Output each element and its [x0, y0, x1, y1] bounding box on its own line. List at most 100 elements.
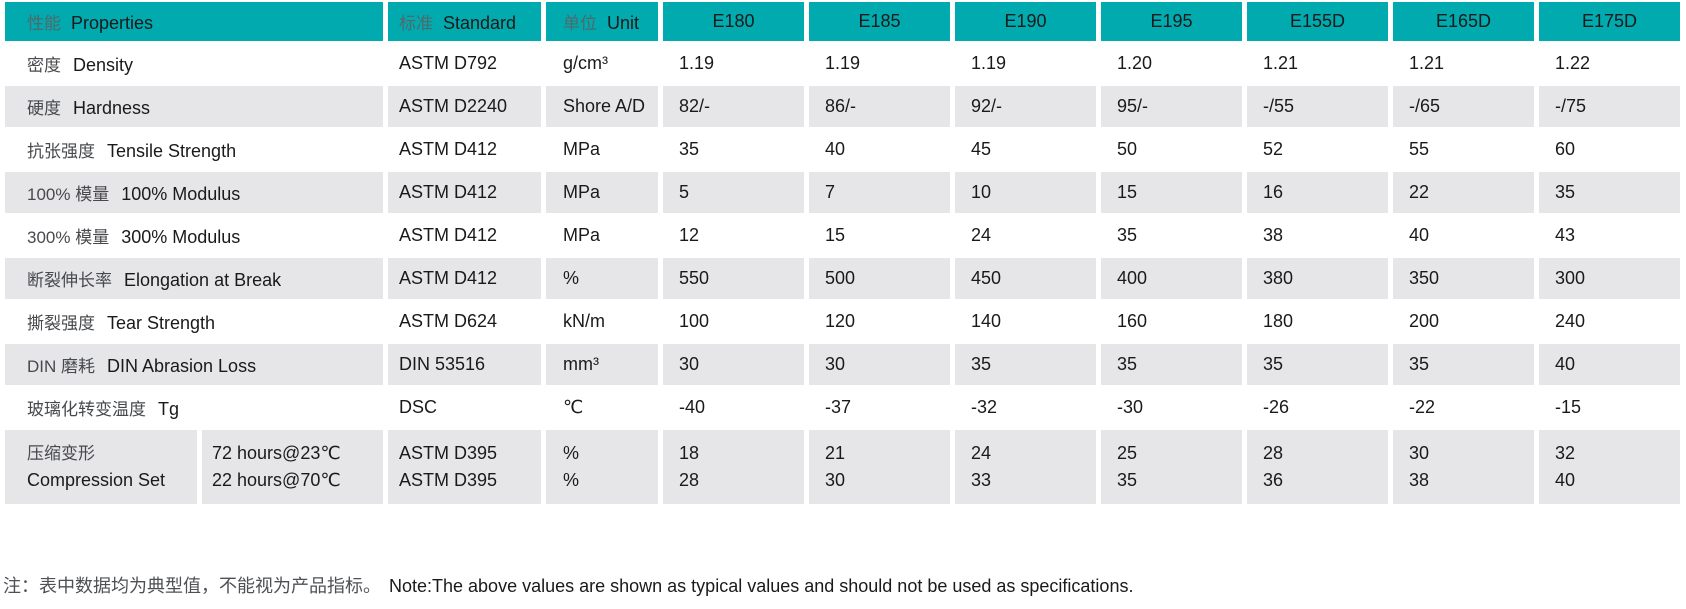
grade-header: E175D: [1539, 2, 1680, 41]
footnote: 注：表中数据均为典型值，不能视为产品指标。 Note:The above valu…: [3, 572, 1686, 598]
unit-line: %: [563, 443, 580, 463]
property-label-zh: DIN 磨耗: [27, 357, 95, 376]
unit-cell: kN/m: [546, 301, 658, 342]
compound-label-zh: 压缩变形: [27, 444, 95, 463]
value-cell: 40: [1539, 344, 1680, 385]
property-label-zh: 密度: [27, 56, 61, 75]
value-cell: 380: [1247, 258, 1388, 299]
value-line: 35: [1117, 470, 1138, 490]
properties-table: 性能 Properties 标准 Standard 单位 Unit E180 E185…: [5, 2, 1680, 504]
value-cell: 35: [1101, 215, 1242, 256]
value-cell: 35: [955, 344, 1096, 385]
value-line: 21: [825, 443, 846, 463]
value-line: 24: [971, 443, 992, 463]
standard-header-en: Standard: [443, 13, 517, 33]
value-cell: 5: [663, 172, 804, 213]
properties-header-cell: 性能 Properties: [5, 2, 383, 41]
value-cell: 18 28: [663, 430, 804, 504]
property-label-zh: 硬度: [27, 99, 61, 118]
table-row: 玻璃化转变温度 Tg DSC ℃ -40 -37 -32 -30 -26 -22 -15: [5, 387, 1680, 428]
value-cell: -/65: [1393, 86, 1534, 127]
value-cell: 38: [1247, 215, 1388, 256]
value-cell: 550: [663, 258, 804, 299]
value-cell: 16: [1247, 172, 1388, 213]
grade-header: E195: [1101, 2, 1242, 41]
standard-cell: ASTM D412: [388, 215, 541, 256]
table-row: 300% 模量 300% Modulus ASTM D412 MPa 12 15 24 35 3…: [5, 215, 1680, 256]
value-line: 33: [971, 470, 992, 490]
value-cell: 180: [1247, 301, 1388, 342]
value-cell: 43: [1539, 215, 1680, 256]
condition-line: 72 hours@23℃: [212, 443, 341, 463]
value-cell: 1.19: [955, 43, 1096, 84]
value-cell: 1.21: [1393, 43, 1534, 84]
table-row: 100% 模量 100% Modulus ASTM D412 MPa 5 7 10 15 16 2…: [5, 172, 1680, 213]
value-cell: 52: [1247, 129, 1388, 170]
value-line: 30: [1409, 443, 1430, 463]
property-label-en: Tear Strength: [107, 313, 216, 333]
value-cell: 160: [1101, 301, 1242, 342]
value-cell: 45: [955, 129, 1096, 170]
standard-cell: DIN 53516: [388, 344, 541, 385]
grade-header: E180: [663, 2, 804, 41]
value-cell: -30: [1101, 387, 1242, 428]
condition-line: 22 hours@70℃: [212, 470, 341, 490]
unit-header-cell: 单位 Unit: [546, 2, 658, 41]
standard-cell: ASTM D412: [388, 129, 541, 170]
value-cell: 10: [955, 172, 1096, 213]
unit-cell: %%: [546, 430, 658, 504]
value-cell: 400: [1101, 258, 1242, 299]
standard-header-zh: 标准: [399, 14, 433, 33]
value-cell: 15: [809, 215, 950, 256]
value-cell: 35: [1539, 172, 1680, 213]
standard-cell: DSC: [388, 387, 541, 428]
value-cell: -/75: [1539, 86, 1680, 127]
compound-label: 压缩变形 Compression Set: [5, 430, 197, 504]
value-line: 30: [825, 470, 846, 490]
standard-header-cell: 标准 Standard: [388, 2, 541, 41]
value-line: 18: [679, 443, 700, 463]
value-cell: 15: [1101, 172, 1242, 213]
property-label-zh: 抗张强度: [27, 142, 95, 161]
unit-cell: Shore A/D: [546, 86, 658, 127]
standard-cell: ASTM D624: [388, 301, 541, 342]
property-cell: 断裂伸长率 Elongation at Break: [5, 258, 383, 299]
properties-header-zh: 性能: [27, 14, 61, 33]
value-line: 28: [679, 470, 700, 490]
value-cell: 500: [809, 258, 950, 299]
table-row: 硬度 Hardness ASTM D2240 Shore A/D 82/- 86/- 92/…: [5, 86, 1680, 127]
property-label-zh: 断裂伸长率: [27, 271, 112, 290]
table-row: 断裂伸长率 Elongation at Break ASTM D412% 550 500…: [5, 258, 1680, 299]
value-cell: 35: [663, 129, 804, 170]
unit-header-en: Unit: [607, 13, 640, 33]
value-cell: 450: [955, 258, 1096, 299]
unit-header-zh: 单位: [563, 14, 597, 33]
value-cell: 1.19: [809, 43, 950, 84]
table-row: 抗张强度 Tensile Strength ASTM D412 MPa 35 40 45 50…: [5, 129, 1680, 170]
grade-header: E155D: [1247, 2, 1388, 41]
value-cell: -22: [1393, 387, 1534, 428]
value-cell: 12: [663, 215, 804, 256]
value-cell: 24: [955, 215, 1096, 256]
standard-cell: ASTM D2240: [388, 86, 541, 127]
footnote-en: Note:The above values are shown as typic…: [389, 576, 1134, 596]
property-cell: 玻璃化转变温度 Tg: [5, 387, 383, 428]
property-label-en: Density: [73, 55, 134, 75]
value-cell: -26: [1247, 387, 1388, 428]
property-label-zh: 300% 模量: [27, 228, 110, 247]
standard-cell: ASTM D395 ASTM D395: [388, 430, 541, 504]
value-cell: 95/-: [1101, 86, 1242, 127]
header-row: 性能 Properties 标准 Standard 单位 Unit E180 E185…: [5, 2, 1680, 41]
value-cell: 22: [1393, 172, 1534, 213]
value-cell: 100: [663, 301, 804, 342]
footnote-zh: 注：表中数据均为典型值，不能视为产品指标。: [3, 576, 381, 596]
property-cell: 撕裂强度 Tear Strength: [5, 301, 383, 342]
value-cell: 200: [1393, 301, 1534, 342]
value-cell: 92/-: [955, 86, 1096, 127]
property-cell: 抗张强度 Tensile Strength: [5, 129, 383, 170]
unit-cell: ℃: [546, 387, 658, 428]
table-row: DIN 磨耗 DIN Abrasion Loss DIN 53516 mm³ 30 30 3…: [5, 344, 1680, 385]
value-cell: -37: [809, 387, 950, 428]
value-cell: 28 36: [1247, 430, 1388, 504]
